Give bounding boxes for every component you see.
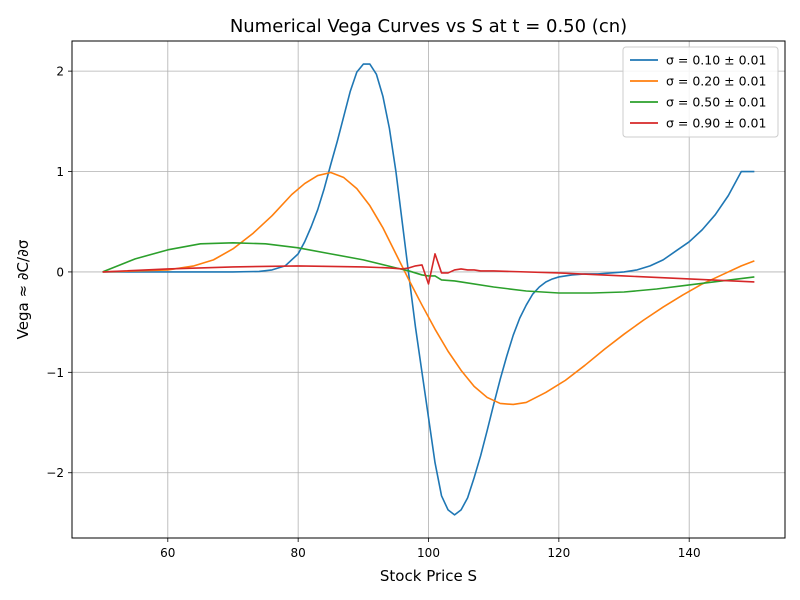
legend-label-3: σ = 0.50 ± 0.01 [666, 95, 766, 110]
series-line-1 [102, 63, 755, 516]
series-line-4 [102, 253, 755, 285]
y-tick-label: 2 [56, 65, 64, 79]
legend-label-1: σ = 0.10 ± 0.01 [666, 53, 766, 68]
legend-box [622, 46, 779, 138]
legend-label-4: σ = 0.90 ± 0.01 [666, 116, 766, 131]
x-tick-label: 60 [160, 546, 175, 560]
plot-series [102, 63, 755, 516]
legend: σ = 0.10 ± 0.01 σ = 0.20 ± 0.01 σ = 0.50 ±… [622, 46, 779, 138]
chart-title: Numerical Vega Curves vs S at t = 0.50 (… [230, 16, 627, 37]
y-tick-label: −1 [46, 366, 64, 380]
x-tick-label: 120 [547, 546, 570, 560]
x-tick-label: 100 [417, 546, 440, 560]
y-tick-label: 1 [56, 165, 64, 179]
axis-ticks: 60 80 100 120 140 −2 −1 0 1 2 [46, 65, 700, 560]
y-tick-label: −2 [46, 466, 64, 480]
x-axis-title: Stock Price S [380, 567, 477, 585]
legend-label-2: σ = 0.20 ± 0.01 [666, 74, 766, 89]
series-line-3 [102, 242, 755, 294]
x-tick-label: 140 [678, 546, 701, 560]
x-tick-label: 80 [291, 546, 306, 560]
series-line-2 [102, 171, 755, 406]
y-tick-label: 0 [56, 265, 64, 279]
y-axis-title: Vega ≈ ∂C/∂σ [14, 239, 32, 339]
